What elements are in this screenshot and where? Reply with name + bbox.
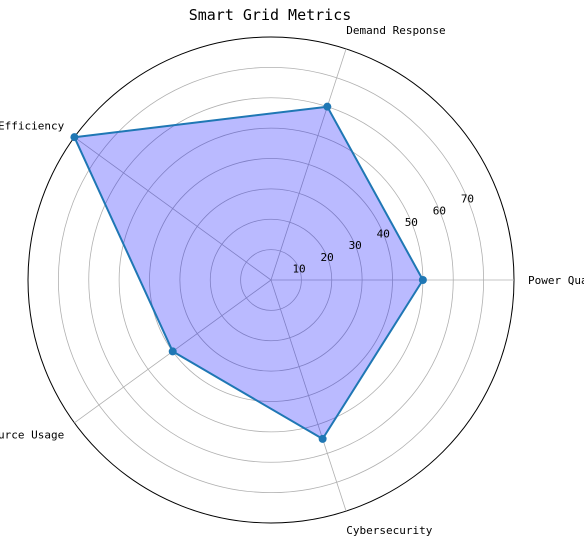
tick-label-10: 10 <box>292 262 305 275</box>
data-point-grid-efficiency <box>70 133 79 142</box>
data-point-power-quality <box>418 276 427 284</box>
tick-label-20: 20 <box>321 251 334 264</box>
chart-title: Smart Grid Metrics <box>189 6 352 24</box>
series-layer <box>70 102 427 443</box>
category-label: Demand Response <box>346 24 445 37</box>
category-label: Cybersecurity <box>346 524 432 537</box>
tick-label-40: 40 <box>377 228 390 241</box>
tick-label-60: 60 <box>433 204 446 217</box>
data-point-demand-response <box>323 102 332 111</box>
series-line <box>73 105 424 440</box>
spoke-line <box>270 48 347 281</box>
series-area <box>74 106 423 439</box>
spokes <box>74 48 514 512</box>
category-label: Grid Efficiency <box>0 119 65 132</box>
data-point-cybersecurity <box>318 434 327 443</box>
category-label: Power Quality <box>528 274 584 287</box>
spoke-line <box>74 136 272 281</box>
spoke-line <box>270 279 347 512</box>
category-labels: Power Quality Demand Response Grid Efficie… <box>0 24 584 537</box>
tick-label-70: 70 <box>461 193 474 206</box>
data-point-resource-usage <box>168 347 177 356</box>
radial-tick-labels: 10 20 30 40 50 60 70 <box>292 193 474 276</box>
tick-label-30: 30 <box>349 239 362 252</box>
tick-label-50: 50 <box>405 216 418 229</box>
category-label: Resource Usage <box>0 429 64 442</box>
